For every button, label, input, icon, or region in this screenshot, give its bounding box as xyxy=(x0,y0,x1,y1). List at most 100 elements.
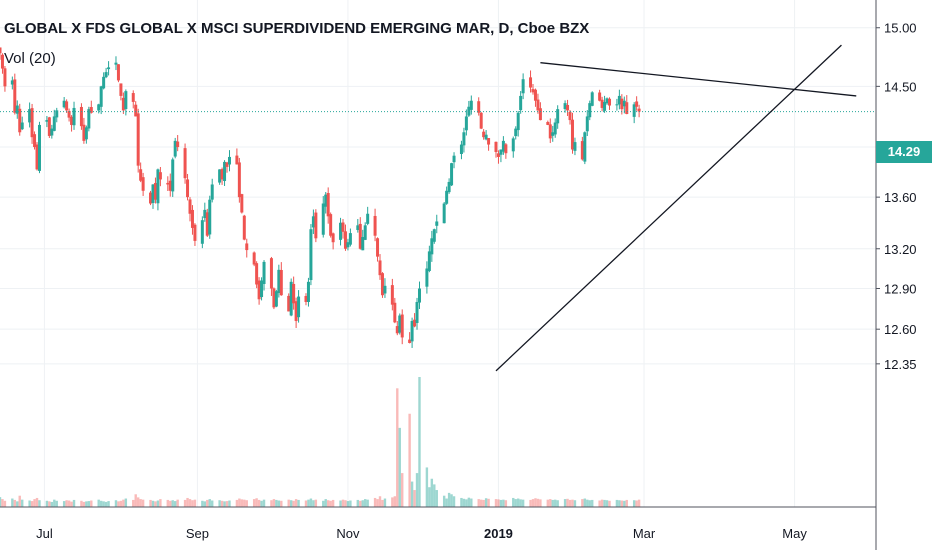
candle xyxy=(341,219,345,239)
candle xyxy=(171,157,175,197)
volume-bar xyxy=(114,500,118,507)
candle xyxy=(447,178,451,194)
volume-bar xyxy=(245,500,248,507)
candle xyxy=(516,110,520,137)
candle xyxy=(262,260,266,291)
candle xyxy=(415,297,419,330)
current-price-tag: 14.29 xyxy=(876,141,932,163)
volume-bar xyxy=(50,501,54,507)
candle xyxy=(260,277,264,301)
x-tick-label: Mar xyxy=(633,526,656,541)
candle xyxy=(395,321,399,336)
candle xyxy=(408,332,412,344)
candle xyxy=(304,293,308,306)
axes xyxy=(0,0,877,550)
volume-bar xyxy=(270,500,273,507)
volume-bar xyxy=(292,500,295,507)
candle xyxy=(570,112,574,154)
volume-bar xyxy=(30,501,34,507)
volume-bar xyxy=(600,499,604,507)
candle xyxy=(289,278,293,317)
candle xyxy=(70,115,74,132)
volume-bar xyxy=(87,501,91,507)
candle xyxy=(568,109,572,125)
candle xyxy=(255,261,259,289)
candle xyxy=(176,135,180,152)
volume-bar xyxy=(174,501,177,507)
volume-bar xyxy=(203,501,207,507)
volume-bar xyxy=(171,500,174,507)
volume-bar xyxy=(307,499,310,507)
candle xyxy=(149,190,153,206)
time-axis[interactable]: Jul Sep Nov 2019 Mar May xyxy=(36,526,807,541)
volume-bar xyxy=(208,499,211,507)
candle xyxy=(445,186,449,205)
y-tick-label: 12.90 xyxy=(884,282,917,297)
volume-bar xyxy=(331,499,335,507)
volume-bar xyxy=(136,497,140,507)
candle xyxy=(124,89,128,116)
volume-bar xyxy=(497,499,500,507)
candle xyxy=(10,76,14,90)
volume-indicator-label[interactable]: Vol (20) xyxy=(4,50,56,67)
volume-bar xyxy=(381,499,384,507)
trendline[interactable] xyxy=(495,44,842,372)
volume-bar xyxy=(341,499,345,507)
volume-bar xyxy=(428,487,431,507)
x-tick-label: 2019 xyxy=(484,526,513,541)
candle xyxy=(121,92,125,114)
volume-bar xyxy=(35,497,39,507)
volume-bar xyxy=(571,499,574,507)
trendlines xyxy=(495,44,857,372)
volume-bar xyxy=(556,500,559,507)
volume-bar xyxy=(581,499,584,507)
candle xyxy=(585,110,589,137)
candle xyxy=(151,184,155,209)
volume-bar xyxy=(637,499,641,507)
volume-bar xyxy=(223,501,226,507)
candle xyxy=(272,287,276,310)
volume-bar xyxy=(104,501,108,507)
volume-bar xyxy=(53,499,56,507)
volume-bar xyxy=(620,500,624,507)
volume-bar xyxy=(275,499,278,507)
candle xyxy=(225,161,229,173)
candle xyxy=(62,97,66,109)
candle xyxy=(0,47,2,60)
candle xyxy=(376,237,380,262)
candle xyxy=(240,193,244,214)
candle xyxy=(153,177,157,204)
volume-bar xyxy=(391,497,394,507)
trendline[interactable] xyxy=(540,62,857,97)
candle xyxy=(223,160,227,187)
volume-bar xyxy=(262,499,266,507)
volume-bar xyxy=(191,500,194,507)
volume-bar xyxy=(549,499,552,507)
volume-bar xyxy=(586,499,589,507)
volume-bar xyxy=(465,499,468,507)
candlesticks xyxy=(0,47,641,348)
volume-bar xyxy=(470,498,473,507)
candle xyxy=(499,149,503,163)
candle xyxy=(339,217,343,246)
candle xyxy=(380,272,384,298)
candle xyxy=(18,103,22,136)
volume-bar xyxy=(294,499,298,507)
volume-bar xyxy=(546,499,550,507)
volume-bar xyxy=(218,500,221,507)
candle xyxy=(208,195,212,239)
y-tick-label: 15.00 xyxy=(884,21,917,36)
candle xyxy=(496,150,500,164)
volume-bar xyxy=(361,500,364,507)
candle xyxy=(188,197,192,222)
candle xyxy=(37,121,41,174)
candle xyxy=(400,309,404,345)
volume-bar xyxy=(324,499,327,507)
candle xyxy=(551,125,555,142)
volume-bar xyxy=(38,500,41,507)
volume-bar xyxy=(134,494,137,507)
volume-bar xyxy=(201,500,204,507)
volume-bar xyxy=(193,499,197,507)
volume-bar xyxy=(186,497,189,507)
